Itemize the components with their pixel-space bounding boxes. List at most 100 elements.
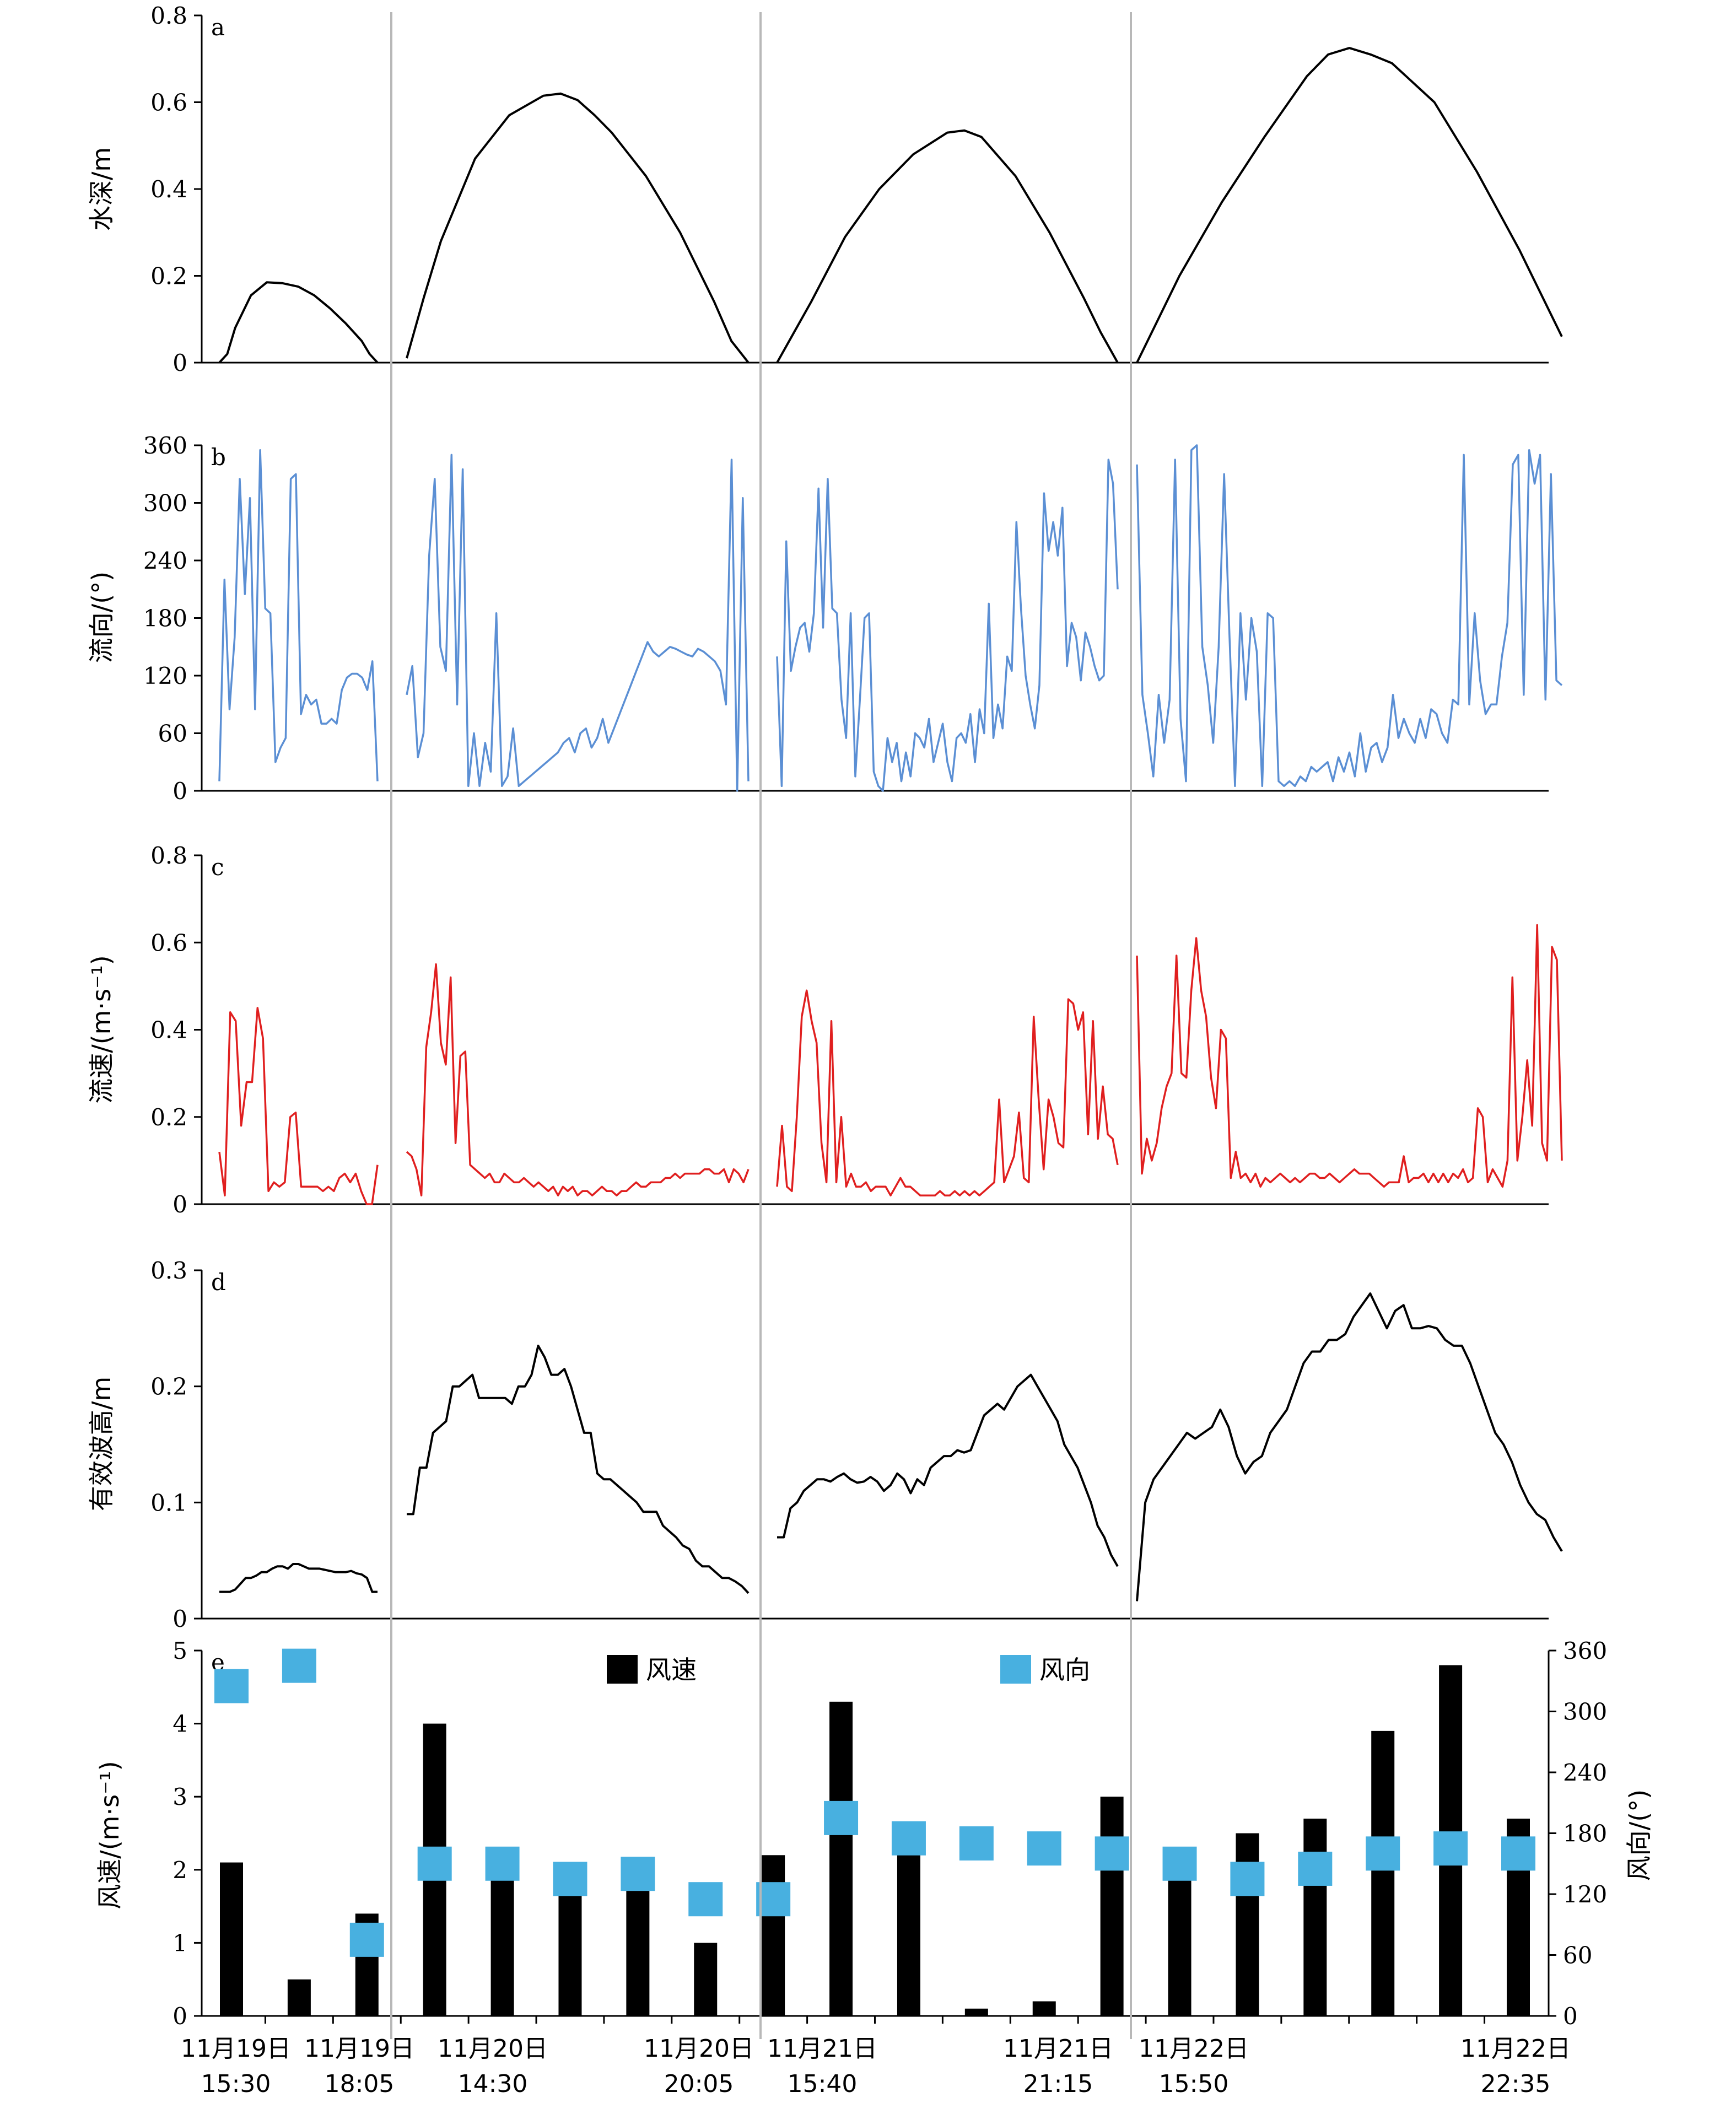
wind-speed-bar (1168, 1869, 1192, 2016)
series-line-segment (776, 459, 1119, 792)
wind-direction-marker (688, 1882, 723, 1917)
wind-speed-bar (1032, 2001, 1056, 2016)
y-tick-label: 0 (172, 1605, 187, 1632)
y-axis-label: 流速/(m·s⁻¹) (87, 955, 116, 1104)
wind-speed-bar (829, 1701, 853, 2016)
wind-direction-marker (1501, 1836, 1535, 1871)
panel-label: c (211, 854, 224, 881)
y-tick-label: 0.3 (150, 1257, 187, 1284)
series-line-segment (1136, 1292, 1563, 1601)
x-tick-label-time: 14:30 (458, 2070, 528, 2098)
y-tick-label: 300 (143, 490, 187, 517)
wind-direction-marker (1162, 1846, 1197, 1881)
x-tick-label-date: 11月19日 (181, 2035, 291, 2063)
wind-direction-marker (1366, 1836, 1400, 1871)
x-tick-label-date: 11月19日 (304, 2035, 414, 2063)
legend-label-wind-direction: 风向 (1039, 1655, 1090, 1685)
wind-direction-marker (1298, 1851, 1333, 1886)
wind-direction-marker (959, 1826, 994, 1861)
y-tick-label: 60 (158, 720, 187, 747)
wind-direction-marker (891, 1821, 926, 1856)
wind-direction-marker (553, 1862, 587, 1896)
wind-speed-bar (1371, 1730, 1395, 2016)
y-axis-label: 流向/(°) (87, 571, 116, 663)
x-tick-label-date: 11月21日 (767, 2035, 877, 2063)
wind-direction-marker (824, 1800, 859, 1835)
series-line-segment (777, 1373, 1119, 1567)
y-tick-label: 4 (172, 1711, 187, 1738)
wind-speed-bar (220, 1862, 243, 2016)
y-tick-label: 0 (172, 1191, 187, 1218)
wind-direction-marker (282, 1648, 316, 1683)
panel-e: 0 1 2 3 4 5 0 60 120 180 240 300 360 风速/(m·s⁻¹) 风向/(°)… (95, 1637, 1654, 2098)
wind-direction-marker (1095, 1836, 1129, 1871)
legend-swatch-wind-speed (607, 1655, 638, 1684)
y-tick-label: 5 (172, 1637, 187, 1664)
y-tick-label: 0.4 (150, 1017, 187, 1044)
wind-speed-bar (762, 1855, 785, 2016)
x-tick-label-time: 15:30 (201, 2070, 271, 2098)
y-tick-label: 0.8 (150, 2, 187, 29)
wind-speed-bar (490, 1862, 514, 2016)
x-tick-label-time: 21:15 (1023, 2070, 1093, 2098)
x-tick-label-time: 15:40 (788, 2070, 858, 2098)
series-line-segment (776, 129, 1119, 363)
y-tick-label: 240 (143, 547, 187, 574)
y-tick-label: 180 (143, 605, 187, 632)
panel-label: b (211, 444, 226, 471)
wind-speed-bar (287, 1979, 311, 2016)
x-tick-label-date: 11月21日 (1003, 2035, 1113, 2063)
series-line-segment (1136, 924, 1563, 1188)
panel-b: 0 60 120 180 240 300 360 流向/(°) b (87, 432, 1563, 805)
y-tick-label: 0.2 (150, 263, 187, 290)
wind-direction-marker (1027, 1831, 1061, 1866)
y-tick-label: 0.6 (150, 89, 187, 116)
y-tick-label: 360 (143, 432, 187, 459)
series-line-segment (776, 989, 1119, 1196)
wind-speed-bar (558, 1884, 582, 2016)
wind-speed-bar (626, 1884, 650, 2016)
y2-tick-label: 0 (1563, 2003, 1578, 2030)
x-tick-label-date: 11月22日 (1139, 2035, 1249, 2063)
x-tick-label-date: 11月20日 (644, 2035, 754, 2063)
series-line-segment (218, 281, 379, 364)
y-tick-label: 0 (172, 778, 187, 805)
x-tick-label-date: 11月20日 (438, 2035, 548, 2063)
legend-label-wind-speed: 风速 (646, 1655, 697, 1685)
panel-d: 0 0.1 0.2 0.3 有效波高/m d (87, 1257, 1563, 1632)
y-tick-label: 0.4 (150, 176, 187, 203)
y-tick-label: 0.8 (150, 842, 187, 869)
y-tick-label: 3 (172, 1783, 187, 1810)
panel-c: 0 0.2 0.4 0.6 0.8 流速/(m·s⁻¹) c (87, 842, 1563, 1218)
y-tick-label: 120 (143, 662, 187, 689)
series-line-segment (218, 449, 379, 781)
y2-tick-label: 120 (1563, 1881, 1607, 1908)
panel-a: 0 0.2 0.4 0.6 0.8 水深/m a (87, 2, 1563, 376)
y-tick-label: 0.2 (150, 1104, 187, 1131)
x-tick-label-time: 20:05 (664, 2070, 734, 2098)
panel-label: d (211, 1269, 226, 1296)
y-tick-label: 0.1 (150, 1489, 187, 1516)
series-line-segment (407, 1344, 750, 1594)
wind-direction-marker (1433, 1831, 1468, 1866)
wind-speed-bar (1303, 1818, 1327, 2016)
y-tick-label: 2 (172, 1857, 187, 1884)
y-axis-label: 水深/m (87, 147, 116, 231)
wind-direction-marker (485, 1846, 520, 1881)
x-tick-label-date: 11月22日 (1460, 2035, 1571, 2063)
wind-direction-marker (349, 1922, 384, 1957)
y2-tick-label: 180 (1563, 1820, 1607, 1847)
y2-tick-label: 240 (1563, 1759, 1607, 1786)
y-axis-label: 有效波高/m (87, 1377, 116, 1511)
y-tick-label: 0.2 (150, 1373, 187, 1400)
wind-direction-marker (621, 1857, 655, 1891)
y2-tick-label: 300 (1563, 1698, 1607, 1725)
y-tick-label: 1 (172, 1929, 187, 1956)
wind-direction-marker (214, 1669, 249, 1703)
x-tick-label-time: 22:35 (1481, 2070, 1551, 2098)
wind-speed-bar (964, 2008, 988, 2016)
wind-speed-bar (1236, 1833, 1259, 2016)
x-tick-label-time: 15:50 (1159, 2070, 1229, 2098)
series-line-segment (219, 1563, 378, 1593)
